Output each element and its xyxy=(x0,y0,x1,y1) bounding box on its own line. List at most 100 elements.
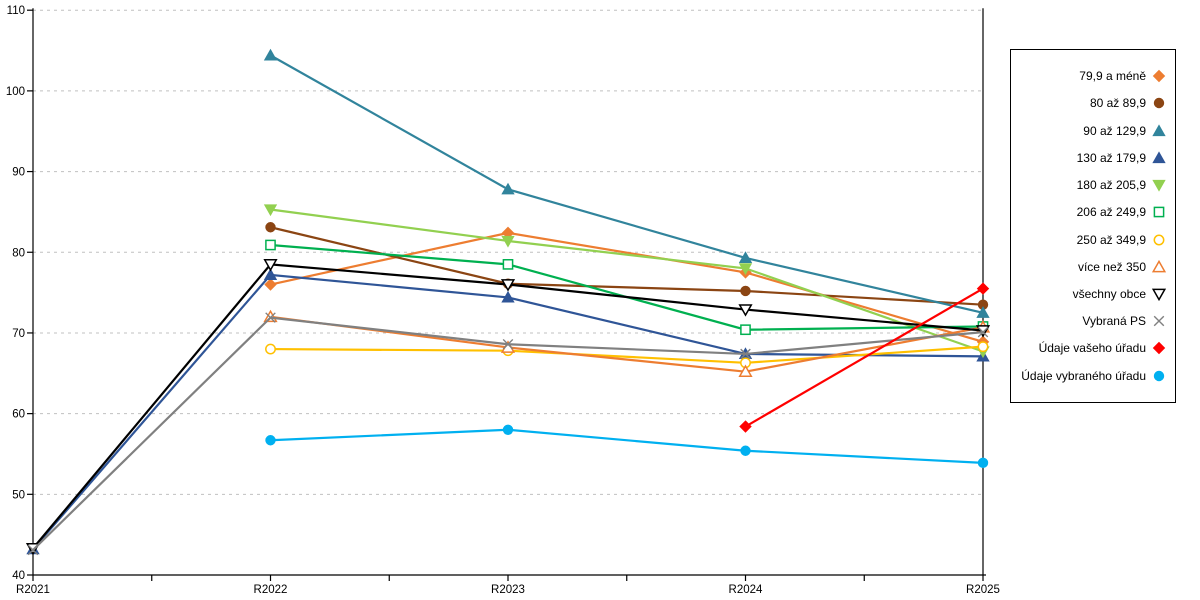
legend-item-label: 79,9 a méně xyxy=(1079,69,1146,84)
legend-marker xyxy=(1152,179,1166,192)
series-line xyxy=(270,208,984,353)
x-marker-icon xyxy=(265,312,276,323)
legend-marker xyxy=(1152,124,1166,136)
triangle-down-marker-icon xyxy=(738,263,753,276)
triangle-down-marker-icon xyxy=(263,204,278,217)
triangle-up-marker-icon xyxy=(976,306,990,318)
legend-item-label: 90 až 129,9 xyxy=(1083,123,1146,138)
circle-marker-icon xyxy=(265,435,276,446)
circle-marker-icon xyxy=(740,445,751,456)
legend-marker xyxy=(1153,234,1165,245)
circle-marker-icon xyxy=(977,457,989,469)
triangle-up-marker-icon xyxy=(738,364,753,378)
triangle-up-marker-icon xyxy=(738,251,753,264)
triangle-up-marker-icon xyxy=(1151,259,1167,273)
series-6 xyxy=(265,341,989,369)
circle-marker-icon xyxy=(502,424,514,435)
legend-item: Údaje vybraného úřadu xyxy=(1015,369,1167,383)
legend-item: 180 až 205,9 xyxy=(1015,178,1167,192)
legend-marker xyxy=(1153,370,1165,381)
legend-item-label: Údaje vašeho úřadu xyxy=(1038,341,1146,356)
legend-item: 206 až 249,9 xyxy=(1015,205,1167,219)
legend-item: více než 350 xyxy=(1015,259,1167,274)
legend-marker xyxy=(1153,315,1165,327)
x-tick-label: R2024 xyxy=(729,584,763,596)
circle-marker-icon xyxy=(1153,98,1165,109)
y-tick-label: 110 xyxy=(7,5,25,17)
legend-marker xyxy=(1152,342,1166,355)
legend-item: 130 až 179,9 xyxy=(1015,151,1167,165)
legend-item-label: Údaje vybraného úřadu xyxy=(1021,368,1146,383)
diamond-marker-icon xyxy=(739,420,752,433)
legend-item: 250 až 349,9 xyxy=(1015,233,1167,247)
legend-item: 80 až 89,9 xyxy=(1015,96,1167,110)
series-line xyxy=(32,263,984,550)
triangle-down-marker-icon xyxy=(738,304,753,317)
legend-marker xyxy=(1153,98,1165,109)
series-line xyxy=(270,345,984,364)
x-marker-icon xyxy=(502,338,514,350)
series-11 xyxy=(265,424,989,469)
circle-marker-icon xyxy=(1153,234,1165,245)
y-tick-label: 100 xyxy=(6,86,25,98)
circle-marker-icon xyxy=(977,341,989,353)
legend-item-label: více než 350 xyxy=(1077,259,1146,274)
series-10 xyxy=(739,282,990,433)
diamond-marker-icon xyxy=(1152,342,1166,355)
legend-item-label: 206 až 249,9 xyxy=(1076,205,1146,220)
triangle-down-marker-icon xyxy=(501,235,515,248)
legend-marker xyxy=(1151,288,1167,301)
square-marker-icon xyxy=(1153,206,1165,218)
y-tick-label: 40 xyxy=(12,570,25,582)
triangle-up-marker-icon xyxy=(501,290,515,303)
legend-item: Vybraná PS xyxy=(1015,314,1167,328)
circle-marker-icon xyxy=(265,343,276,355)
legend-item-label: 180 až 205,9 xyxy=(1076,178,1146,193)
triangle-up-marker-icon xyxy=(263,268,278,280)
legend-item-label: 130 až 179,9 xyxy=(1076,150,1146,165)
triangle-up-marker-icon xyxy=(263,48,278,61)
series-line xyxy=(744,287,984,428)
legend-item-label: 250 až 349,9 xyxy=(1076,232,1146,247)
triangle-down-marker-icon xyxy=(1152,179,1166,192)
triangle-up-marker-icon xyxy=(1152,151,1166,163)
circle-marker-icon xyxy=(1153,370,1165,381)
legend-item-label: Vybraná PS xyxy=(1082,314,1146,329)
x-marker-icon xyxy=(977,326,989,338)
x-tick-label: R2022 xyxy=(254,584,288,596)
series-4 xyxy=(263,204,990,359)
circle-marker-icon xyxy=(740,285,751,297)
x-marker-icon xyxy=(27,544,39,556)
series-line xyxy=(270,428,984,464)
legend-item: 79,9 a méně xyxy=(1015,69,1167,83)
triangle-down-marker-icon xyxy=(500,279,516,292)
triangle-up-marker-icon xyxy=(501,182,515,195)
triangle-down-marker-icon xyxy=(1151,288,1167,301)
y-tick-label: 80 xyxy=(12,247,25,259)
series-line xyxy=(270,231,984,343)
triangle-down-marker-icon xyxy=(263,259,278,272)
diamond-marker-icon xyxy=(264,278,277,291)
circle-marker-icon xyxy=(265,222,276,233)
series-2 xyxy=(263,48,990,318)
y-tick-label: 90 xyxy=(12,167,25,179)
x-tick-label: R2021 xyxy=(16,584,50,596)
series-3 xyxy=(26,268,990,555)
y-tick-label: 70 xyxy=(12,328,25,340)
square-marker-icon xyxy=(740,324,751,336)
legend-item-label: všechny obce xyxy=(1072,286,1146,301)
series-line xyxy=(270,226,984,306)
y-tick-label: 60 xyxy=(12,409,25,421)
square-marker-icon xyxy=(265,239,276,251)
square-marker-icon xyxy=(502,259,514,270)
legend-item-label: 80 až 89,9 xyxy=(1089,96,1146,111)
x-marker-icon xyxy=(740,348,751,360)
legend-marker xyxy=(1151,259,1167,273)
legend-item: Údaje vašeho úřadu xyxy=(1015,341,1167,355)
x-tick-label: R2023 xyxy=(491,584,525,596)
x-tick-label: R2025 xyxy=(966,584,1000,596)
y-tick-label: 50 xyxy=(12,489,25,501)
x-marker-icon xyxy=(1153,315,1165,327)
